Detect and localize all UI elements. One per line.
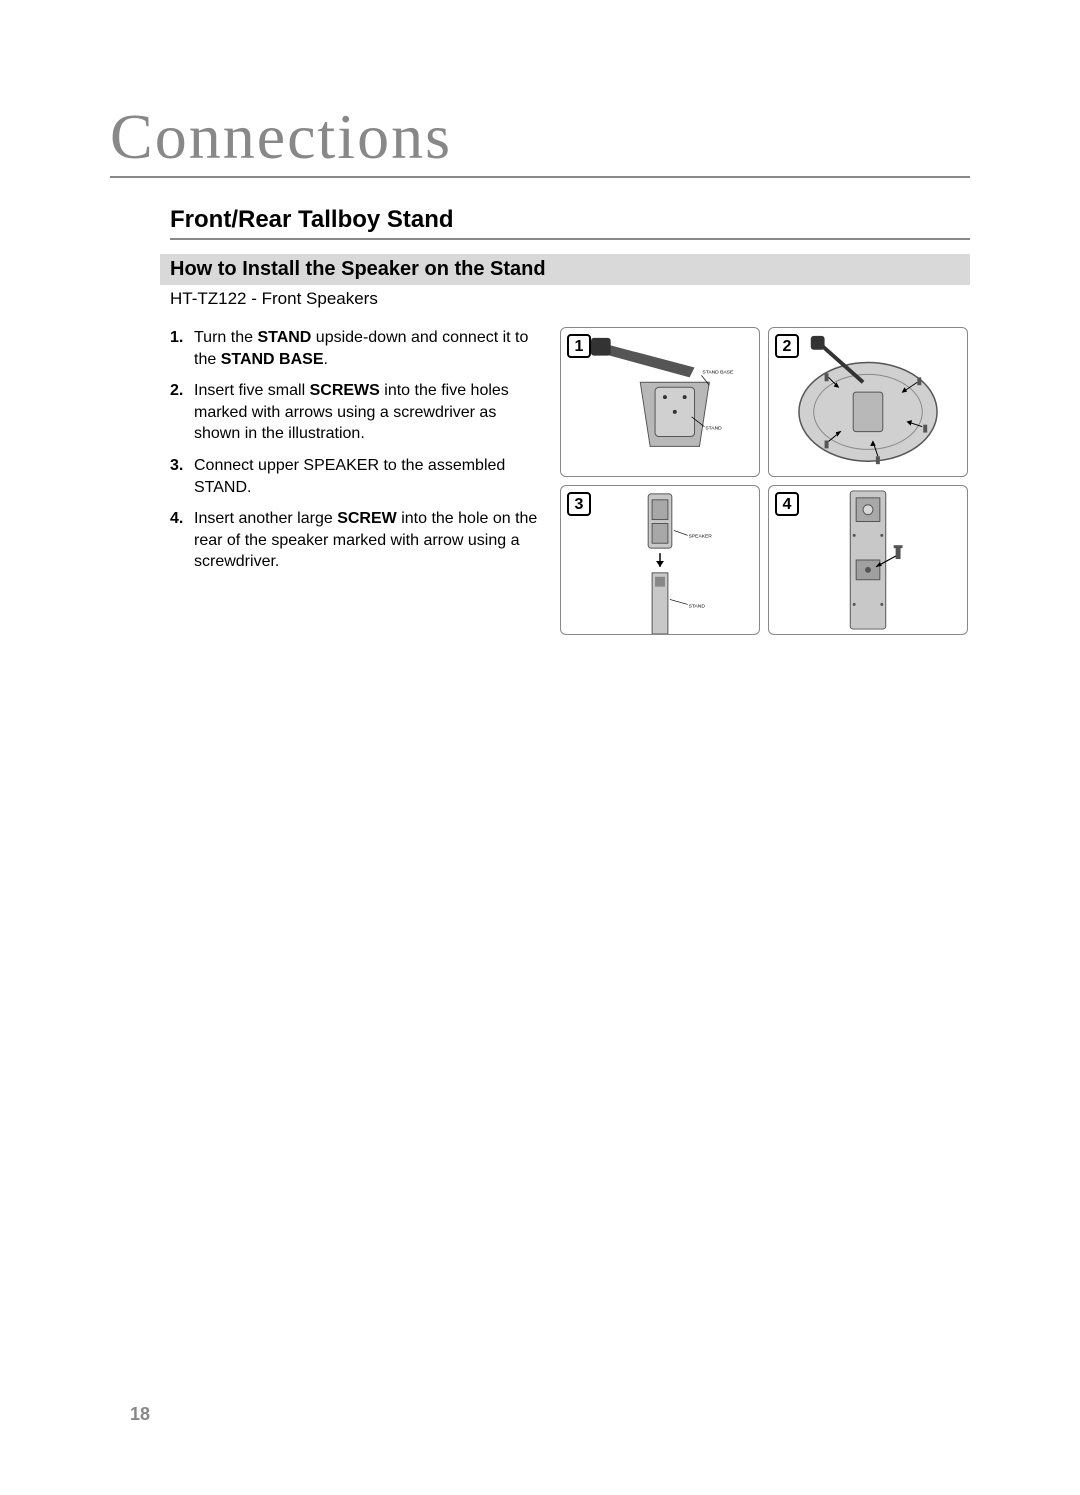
chapter-title: Connections	[110, 100, 970, 178]
diagram-number-4: 4	[775, 492, 799, 516]
diagram-2: 2	[768, 327, 968, 477]
subsection-bar: How to Install the Speaker on the Stand	[160, 254, 970, 285]
svg-text:STAND: STAND	[689, 603, 706, 609]
svg-text:SPEAKER: SPEAKER	[689, 533, 713, 539]
instruction-steps: Turn the STAND upside-down and connect i…	[170, 327, 540, 635]
svg-text:STAND: STAND	[705, 426, 722, 432]
step-2: Insert five small SCREWS into the five h…	[170, 380, 540, 445]
model-line: HT-TZ122 - Front Speakers	[170, 289, 970, 309]
step-3: Connect upper SPEAKER to the assembled S…	[170, 455, 540, 498]
step-4: Insert another large SCREW into the hole…	[170, 508, 540, 573]
diagram-number-2: 2	[775, 334, 799, 358]
diagram-4: 4	[768, 485, 968, 635]
svg-text:STAND BASE: STAND BASE	[702, 369, 734, 375]
diagram-number-3: 3	[567, 492, 591, 516]
diagram-grid: 1 STAND BASE STAND	[560, 327, 968, 635]
step-1: Turn the STAND upside-down and connect i…	[170, 327, 540, 370]
diagram-1: 1 STAND BASE STAND	[560, 327, 760, 477]
diagram-number-1: 1	[567, 334, 591, 358]
page-number: 18	[130, 1404, 150, 1425]
diagram-3: 3 SPEAKER STAND	[560, 485, 760, 635]
section-title: Front/Rear Tallboy Stand	[170, 206, 970, 240]
